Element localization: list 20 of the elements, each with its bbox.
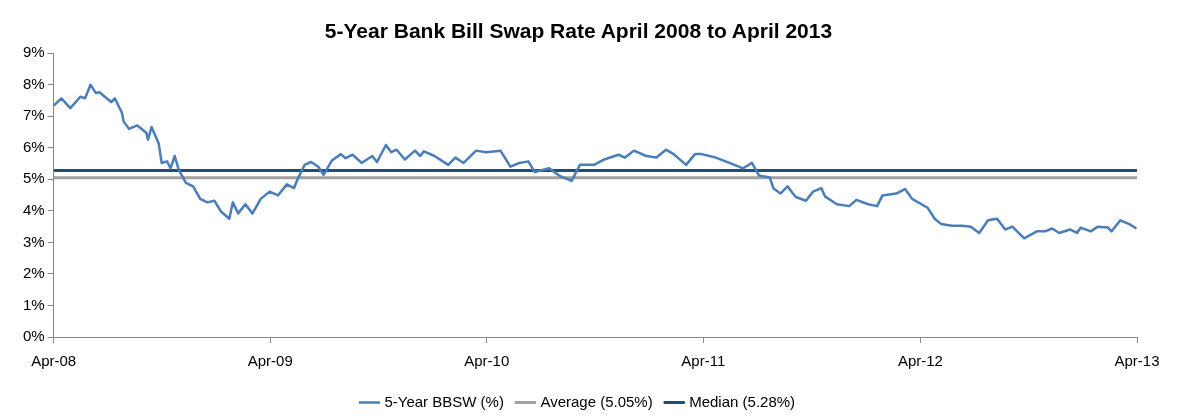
y-tick-label: 6%	[22, 137, 45, 155]
x-tick-label: Apr-08	[31, 352, 77, 370]
y-tick-label: 1%	[22, 295, 45, 313]
x-tick-label: Apr-11	[681, 352, 726, 370]
x-tick-label: Apr-09	[247, 352, 293, 370]
x-tick-label: Apr-13	[1114, 352, 1160, 370]
y-tick-label: 4%	[22, 201, 45, 219]
legend-label: Median (5.28%)	[689, 392, 796, 410]
x-tick-label: Apr-12	[897, 352, 943, 370]
y-tick-label: 2%	[22, 264, 45, 282]
y-tick-label: 3%	[22, 232, 45, 250]
y-tick-label: 8%	[22, 74, 45, 92]
y-tick-label: 5%	[22, 169, 45, 187]
x-tick-label: Apr-10	[464, 352, 510, 370]
chart-title: 5-Year Bank Bill Swap Rate April 2008 to April 2013	[324, 19, 833, 43]
y-tick-label: 9%	[22, 43, 45, 61]
legend-label: Average (5.05%)	[540, 392, 653, 410]
y-tick-label: 7%	[22, 106, 45, 124]
y-tick-label: 0%	[22, 327, 45, 345]
legend-label: 5-Year BBSW (%)	[384, 392, 504, 410]
